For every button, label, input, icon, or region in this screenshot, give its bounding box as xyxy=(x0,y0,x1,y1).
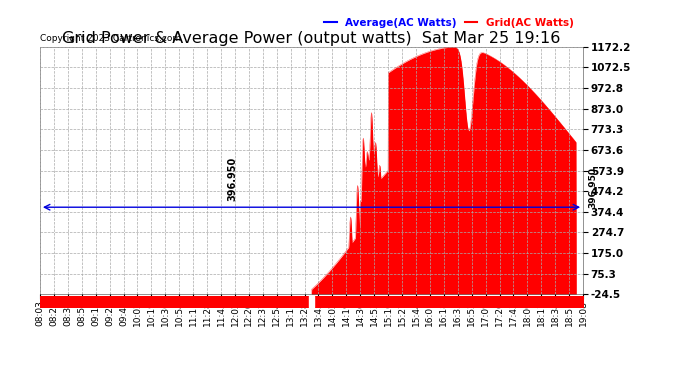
Legend: Average(AC Watts), Grid(AC Watts): Average(AC Watts), Grid(AC Watts) xyxy=(320,14,578,32)
Text: 396.950: 396.950 xyxy=(589,167,598,208)
Text: Copyright 2023 Cartronics.com: Copyright 2023 Cartronics.com xyxy=(40,34,181,43)
Title: Grid Power & Average Power (output watts)  Sat Mar 25 19:16: Grid Power & Average Power (output watts… xyxy=(62,31,561,46)
Text: 396.950: 396.950 xyxy=(227,157,237,201)
